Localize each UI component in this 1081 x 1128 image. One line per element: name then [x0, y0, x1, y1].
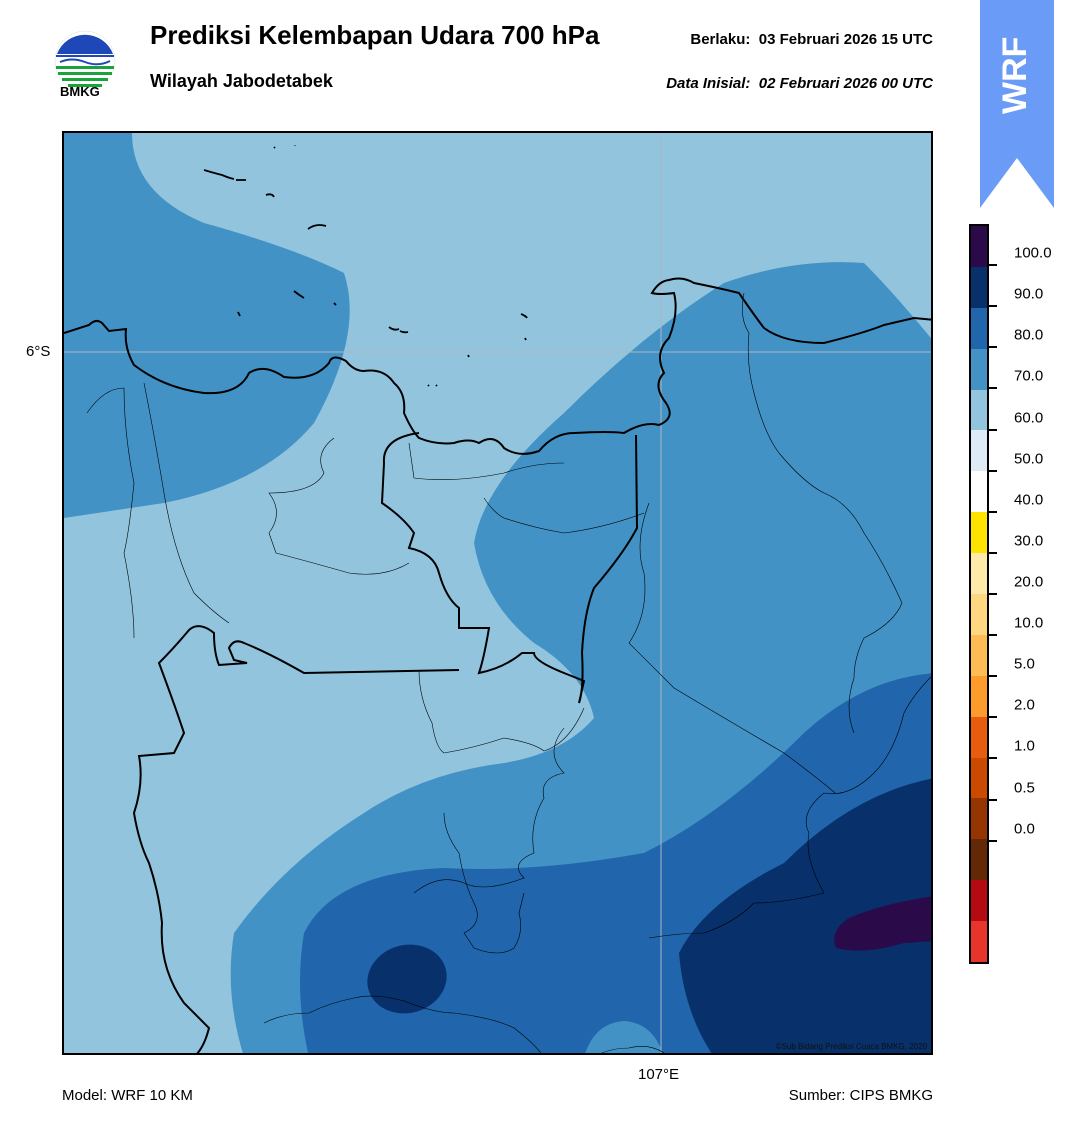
colorbar-segment [971, 594, 987, 635]
colorbar-segment [971, 348, 987, 390]
colorbar-tick [989, 510, 997, 513]
colorbar-segment [971, 226, 987, 267]
map-copyright: ©Sub Bidang Prediksi Cuaca BMKG, 2020 [775, 1042, 927, 1051]
colorbar-tick [989, 469, 997, 472]
colorbar [969, 224, 989, 964]
bmkg-logo [54, 30, 116, 92]
colorbar-label: 40.0 [1014, 491, 1044, 509]
colorbar-label: 10.0 [1014, 614, 1044, 632]
colorbar-segment [971, 512, 987, 554]
page-subtitle: Wilayah Jabodetabek [150, 71, 333, 91]
colorbar-tick [989, 305, 997, 308]
colorbar-tick [989, 839, 997, 842]
colorbar-tick [989, 798, 997, 801]
colorbar-tick [989, 593, 997, 595]
colorbar-tick [989, 264, 997, 267]
colorbar-segment [971, 307, 987, 349]
colorbar-segment [971, 634, 987, 676]
colorbar-segment [971, 716, 987, 758]
colorbar-label: 50.0 [1014, 450, 1044, 468]
colorbar-label: 2.0 [1014, 696, 1035, 714]
colorbar-label: 100.0 [1014, 244, 1052, 262]
colorbar-segment [971, 471, 987, 513]
colorbar-segment [971, 839, 987, 881]
wrf-badge-text: WRF [996, 36, 1034, 114]
colorbar-segment [971, 553, 987, 595]
colorbar-tick [989, 428, 997, 431]
colorbar-tick [989, 346, 997, 349]
colorbar-label: 20.0 [1014, 573, 1044, 591]
colorbar-segment [971, 389, 987, 431]
init-label: Data Inisial: [666, 75, 751, 92]
valid-label: Berlaku: [690, 31, 751, 48]
source-info: Sumber: CIPS BMKG [788, 1087, 933, 1104]
logo-text: BMKG [60, 84, 100, 99]
colorbar-label: 0.0 [1014, 820, 1035, 838]
humidity-map: ©Sub Bidang Prediksi Cuaca BMKG, 2020 [62, 131, 933, 1055]
colorbar-label: 1.0 [1014, 737, 1035, 755]
colorbar-tick [989, 716, 997, 719]
wrf-badge [980, 0, 1054, 208]
model-info: Model: WRF 10 KM [62, 1087, 193, 1104]
page-title: Prediksi Kelembapan Udara 700 hPa [150, 20, 600, 50]
colorbar-segment [971, 798, 987, 840]
colorbar-segment [971, 921, 987, 963]
colorbar-label: 0.5 [1014, 779, 1035, 797]
colorbar-tick [989, 551, 997, 554]
valid-time: Berlaku: 03 Februari 2026 15 UTC [690, 31, 933, 48]
colorbar-ticks: 100.0 90.0 80.0 70.0 60.0 50.0 40.0 30.0 20.0 10.… [989, 224, 1079, 964]
colorbar-label: 60.0 [1014, 409, 1044, 427]
colorbar-tick [989, 675, 997, 678]
colorbar-tick [989, 634, 997, 637]
init-time: Data Inisial: 02 Februari 2026 00 UTC [666, 75, 933, 92]
colorbar-segment [971, 675, 987, 717]
colorbar-segment [971, 880, 987, 922]
map-canvas [64, 133, 931, 1053]
colorbar-label: 90.0 [1014, 285, 1044, 303]
init-value: 02 Februari 2026 00 UTC [758, 75, 933, 92]
colorbar-tick [989, 387, 997, 390]
colorbar-label: 30.0 [1014, 532, 1044, 550]
colorbar-label: 80.0 [1014, 326, 1044, 344]
valid-value: 03 Februari 2026 15 UTC [758, 31, 933, 48]
lon-label: 107°E [638, 1066, 680, 1083]
colorbar-segment [971, 430, 987, 472]
lat-label: 6°S [26, 343, 51, 360]
colorbar-label: 70.0 [1014, 367, 1044, 385]
colorbar-tick [989, 757, 997, 760]
colorbar-segment [971, 757, 987, 799]
colorbar-label: 5.0 [1014, 655, 1035, 673]
colorbar-segment [971, 266, 987, 308]
